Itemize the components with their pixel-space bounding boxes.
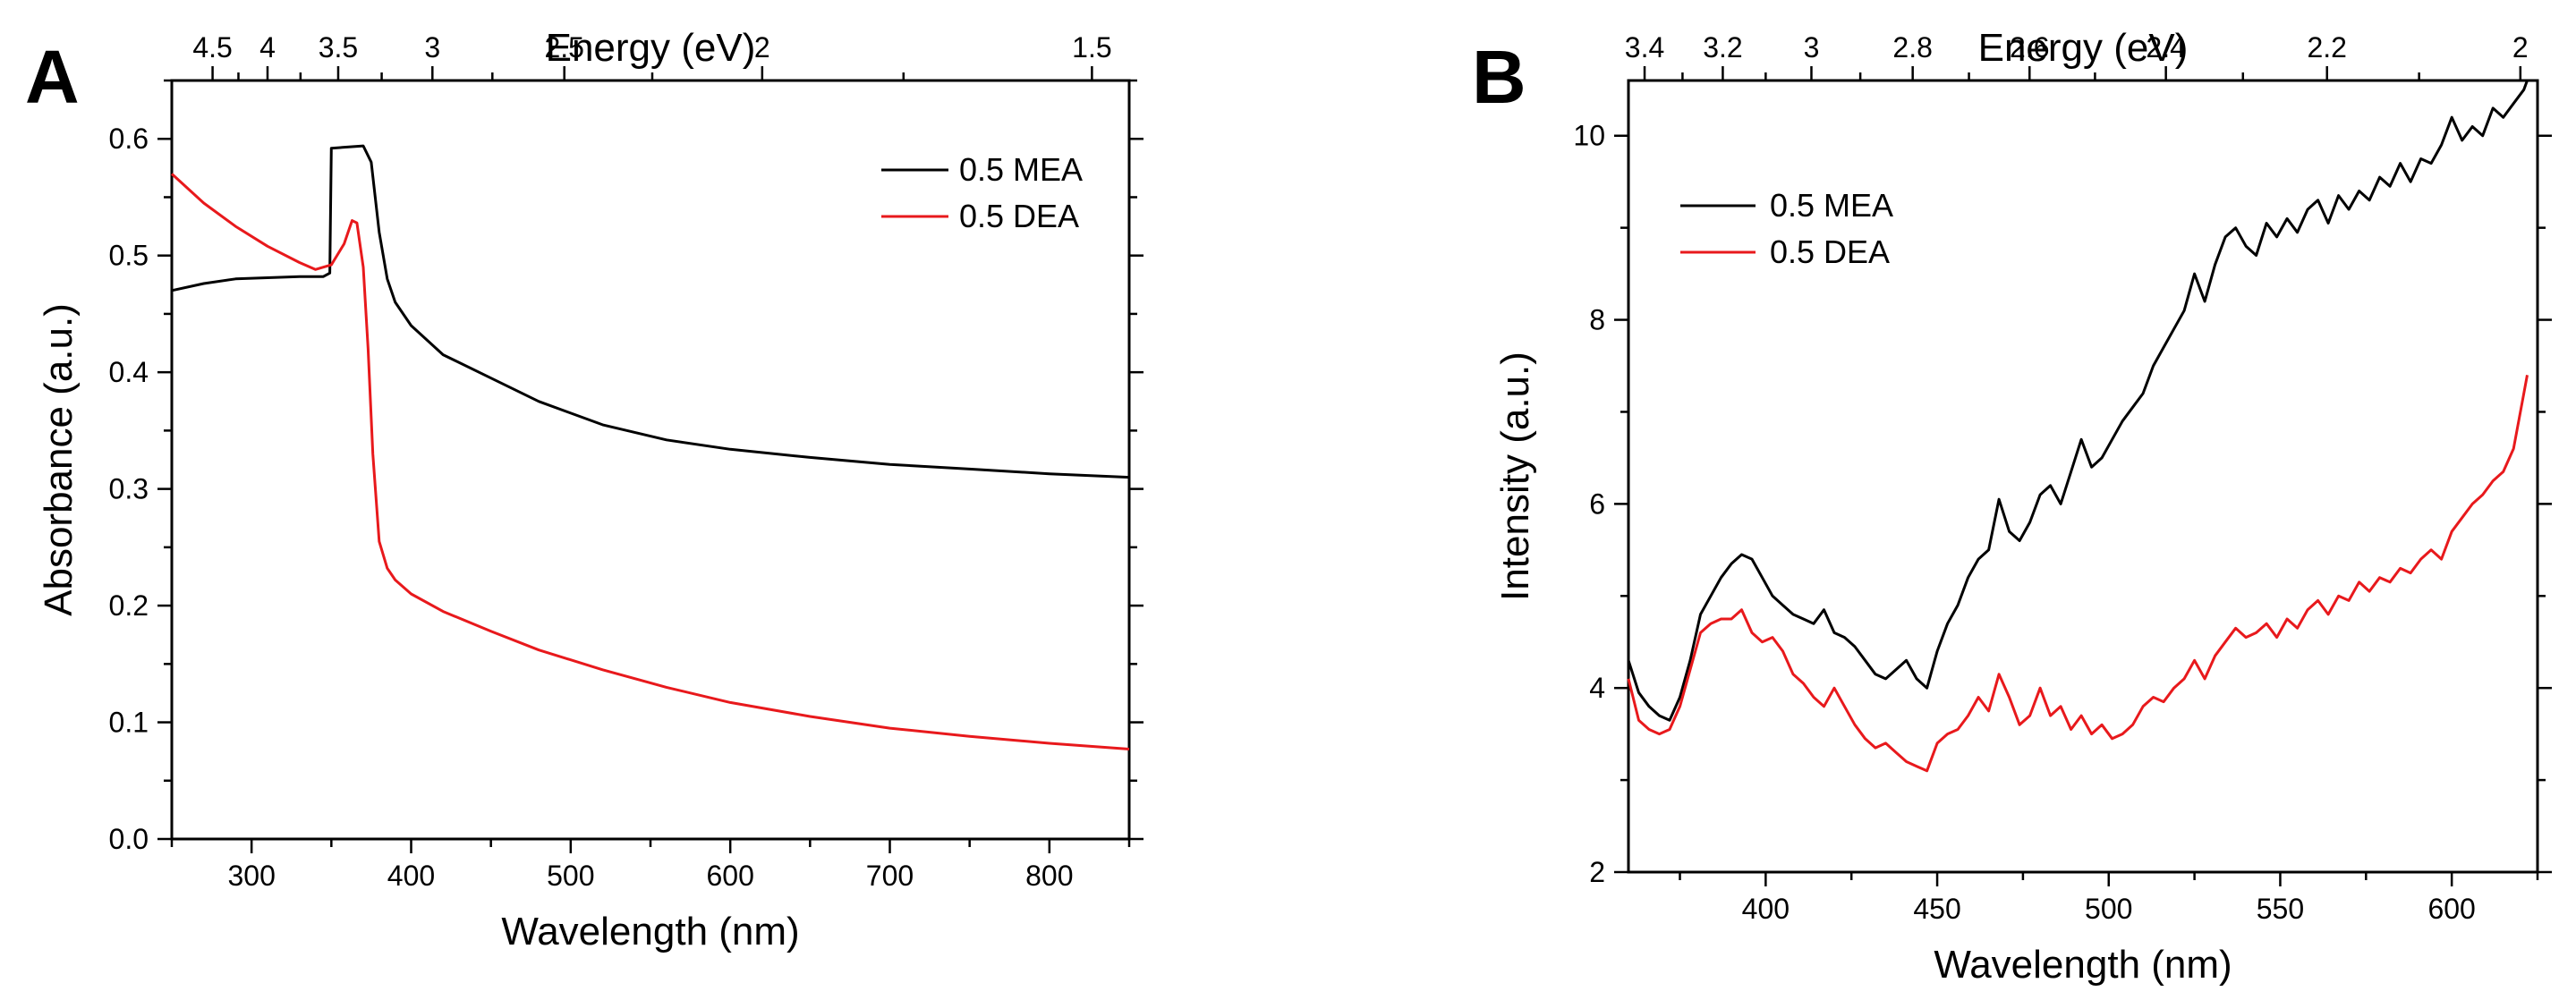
x-tick-label: 600 <box>2427 893 2475 925</box>
y-tick-label: 10 <box>1573 120 1605 152</box>
y-tick-label: 0.5 <box>109 240 149 272</box>
legend-label: 0.5 MEA <box>1770 187 1893 224</box>
top-tick-label: 3 <box>1804 31 1820 64</box>
panel-a-label: A <box>25 35 80 119</box>
y-tick-label: 6 <box>1589 487 1605 520</box>
x-tick-label: 550 <box>2257 893 2304 925</box>
y-tick-label: 2 <box>1589 856 1605 888</box>
panel-a-chart: 300 400 500 600 700 800 0.0 0.1 0.2 0.3 0.4 0.5 0.6 4… <box>37 26 1143 953</box>
x-tick-label: 700 <box>866 860 914 892</box>
top-tick-label: 2.2 <box>2307 31 2346 64</box>
top-tick-label: 4.5 <box>192 31 232 64</box>
top-tick-label: 3.5 <box>319 31 358 64</box>
series-line-0-5-mea <box>171 144 1130 479</box>
y-axis-title: Absorbance (a.u.) <box>37 303 81 616</box>
x-tick-label: 600 <box>706 860 753 892</box>
legend: 0.5 MEA 0.5 DEA <box>881 151 1083 234</box>
y-tick-label: 0.6 <box>109 123 149 155</box>
x-axis-title: Wavelength (nm) <box>501 910 799 953</box>
panel-b-chart: 400 450 500 550 600 2 4 6 8 10 3.4 3.2 3 2.8 2.6 2.4 2.2… <box>1493 26 2552 987</box>
x-tick-label: 300 <box>227 860 275 892</box>
legend-label: 0.5 MEA <box>959 151 1083 188</box>
x-axis-title: Wavelength (nm) <box>1934 943 2232 987</box>
top-tick-label: 2 <box>2512 31 2529 64</box>
plot-frame <box>170 79 1131 841</box>
top-tick-label: 3.2 <box>1703 31 1742 64</box>
legend-label: 0.5 DEA <box>1770 233 1890 270</box>
top-tick-label: 2.6 <box>2010 31 2049 64</box>
top-tick-label: 2 <box>754 31 770 64</box>
x-tick-label: 500 <box>2085 893 2132 925</box>
series-line-0-5-dea <box>1627 375 2529 773</box>
top-tick-label: 2.8 <box>1892 31 1932 64</box>
series-line-0-5-dea <box>170 173 1130 750</box>
y-tick-label: 0.4 <box>109 356 149 388</box>
x-tick-label: 800 <box>1025 860 1073 892</box>
series-line-0-5-mea <box>1627 80 2529 722</box>
plot-frame <box>1627 79 2539 874</box>
y-tick-label: 0.3 <box>109 473 149 505</box>
top-axis-title: Energy (eV) <box>1978 26 2189 70</box>
top-tick-label: 4 <box>259 31 276 64</box>
y-tick-label: 0.1 <box>109 707 149 739</box>
x-tick-label: 500 <box>547 860 594 892</box>
x-tick-label: 400 <box>387 860 435 892</box>
legend-label: 0.5 DEA <box>959 198 1079 234</box>
x-tick-label: 400 <box>1742 893 1790 925</box>
top-tick-label: 2.4 <box>2146 31 2185 64</box>
y-tick-label: 0.0 <box>109 823 149 855</box>
y-axis-title: Intensity (a.u.) <box>1493 352 1537 601</box>
top-tick-label: 3.4 <box>1625 31 1664 64</box>
x-tick-label: 450 <box>1913 893 1960 925</box>
y-tick-label: 4 <box>1589 672 1605 704</box>
top-tick-label: 2.5 <box>544 31 583 64</box>
legend: 0.5 MEA 0.5 DEA <box>1680 187 1893 270</box>
top-tick-label: 3 <box>424 31 440 64</box>
y-tick-label: 8 <box>1589 304 1605 336</box>
panel-b-label: B <box>1472 35 1526 119</box>
top-tick-label: 1.5 <box>1072 31 1111 64</box>
y-tick-label: 0.2 <box>109 589 149 622</box>
top-axis-title: Energy (eV) <box>546 26 756 70</box>
